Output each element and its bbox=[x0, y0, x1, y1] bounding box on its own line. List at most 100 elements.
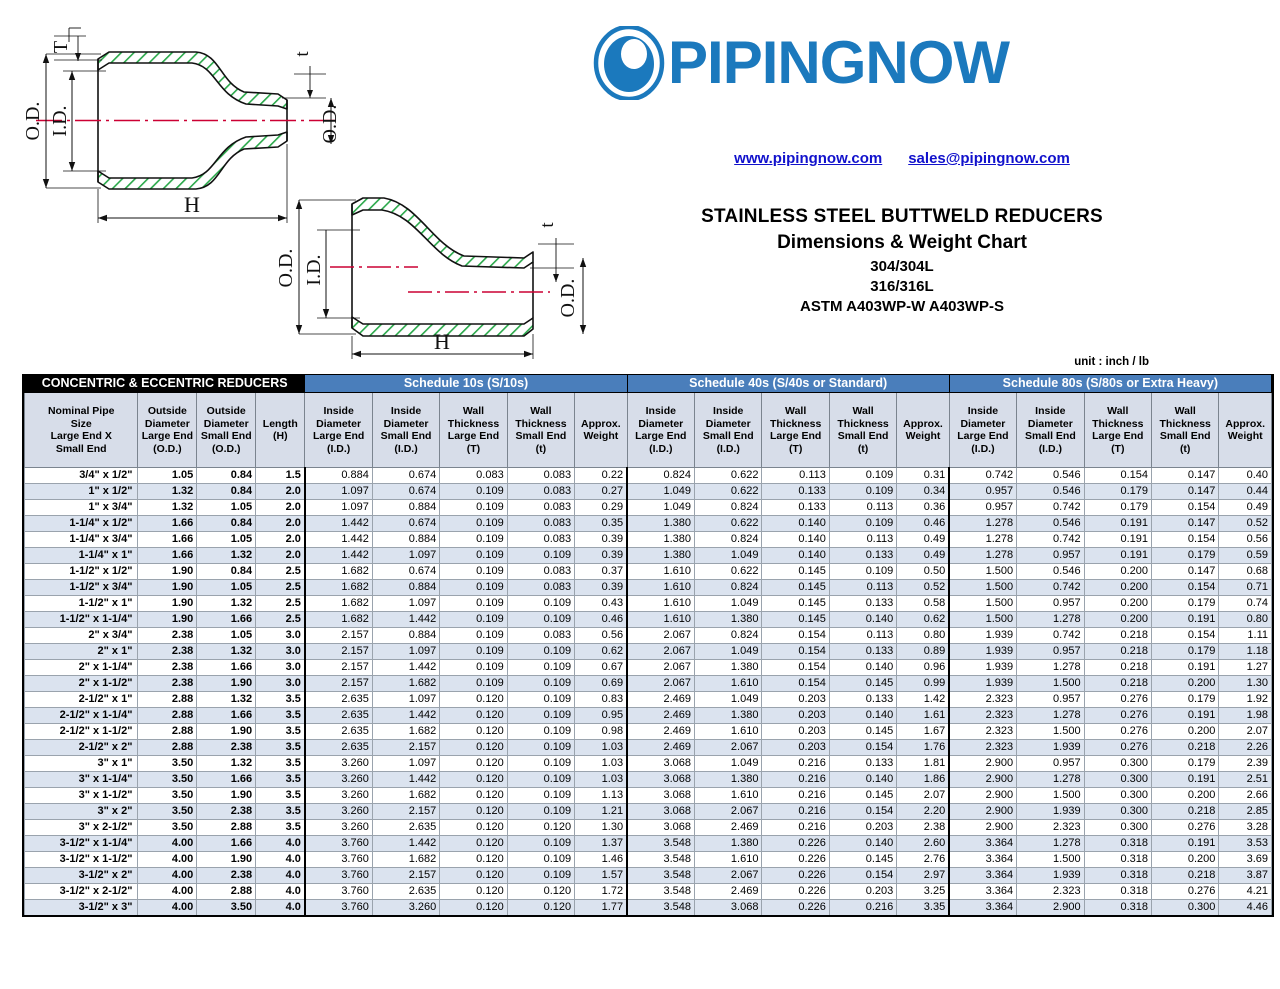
cell-r14-c6: 0.120 bbox=[439, 691, 508, 708]
cell-r17-c15: 1.939 bbox=[1016, 739, 1085, 756]
cell-r26-c5: 2.635 bbox=[371, 883, 441, 900]
cell-r7-c7: 0.083 bbox=[506, 579, 576, 596]
cell-r6-c15: 0.546 bbox=[1016, 563, 1085, 580]
cell-r10-c1: 2.38 bbox=[137, 627, 198, 644]
cell-r19-c2: 1.66 bbox=[196, 771, 257, 788]
cell-r6-c3: 2.5 bbox=[255, 563, 306, 580]
cell-r25-c8: 1.57 bbox=[574, 867, 629, 884]
cell-r21-c14: 2.900 bbox=[948, 803, 1018, 820]
cell-r21-c15: 1.939 bbox=[1016, 803, 1085, 820]
cell-r24-c14: 3.364 bbox=[948, 851, 1018, 868]
cell-r7-c14: 1.500 bbox=[948, 579, 1018, 596]
cell-r0-c6: 0.083 bbox=[439, 467, 508, 484]
cell-r25-c3: 4.0 bbox=[255, 867, 306, 884]
cell-r21-c10: 2.067 bbox=[694, 803, 763, 820]
column-header-17: Wall Thickness Small End (t) bbox=[1150, 392, 1220, 468]
cell-r24-c7: 0.109 bbox=[506, 851, 576, 868]
cell-r24-c15: 1.500 bbox=[1016, 851, 1085, 868]
cell-r19-c14: 2.900 bbox=[948, 771, 1018, 788]
cell-r5-c5: 1.097 bbox=[371, 547, 441, 564]
cell-r13-c15: 1.500 bbox=[1016, 675, 1085, 692]
cell-r8-c1: 1.90 bbox=[137, 595, 198, 612]
cell-r25-c1: 4.00 bbox=[137, 867, 198, 884]
cell-r6-c11: 0.145 bbox=[761, 563, 830, 580]
column-header-6: Wall Thickness Large End (T) bbox=[439, 392, 508, 468]
cell-r13-c3: 3.0 bbox=[255, 675, 306, 692]
cell-r26-c6: 0.120 bbox=[439, 883, 508, 900]
cell-r23-c10: 1.380 bbox=[694, 835, 763, 852]
cell-r1-c8: 0.27 bbox=[574, 483, 629, 500]
cell-r27-c11: 0.226 bbox=[761, 899, 830, 917]
cell-r4-c11: 0.140 bbox=[761, 531, 830, 548]
cell-r10-c9: 2.067 bbox=[626, 627, 696, 644]
cell-r20-c12: 0.145 bbox=[828, 787, 898, 804]
cell-r25-c5: 2.157 bbox=[371, 867, 441, 884]
cell-r18-c1: 3.50 bbox=[137, 755, 198, 772]
cell-r18-c2: 1.32 bbox=[196, 755, 257, 772]
cell-r20-c1: 3.50 bbox=[137, 787, 198, 804]
cell-r7-c16: 0.200 bbox=[1083, 579, 1152, 596]
email-link[interactable]: sales@pipingnow.com bbox=[908, 150, 1070, 167]
cell-r22-c9: 3.068 bbox=[626, 819, 696, 836]
cell-r18-c11: 0.216 bbox=[761, 755, 830, 772]
cell-r5-c18: 0.59 bbox=[1218, 547, 1272, 564]
cell-r16-c8: 0.98 bbox=[574, 723, 629, 740]
cell-r25-c13: 2.97 bbox=[896, 867, 951, 884]
cell-r17-c12: 0.154 bbox=[828, 739, 898, 756]
table-row: 3-1/2" x 1-1/2" 4.00 1.90 4.0 3.760 1.682 0.12… bbox=[23, 851, 1272, 868]
cell-r14-c1: 2.88 bbox=[137, 691, 198, 708]
cell-r27-c6: 0.120 bbox=[439, 899, 508, 917]
cell-r0-c12: 0.109 bbox=[828, 467, 898, 484]
cell-r4-c7: 0.083 bbox=[506, 531, 576, 548]
unit-note: unit : inch / lb bbox=[1074, 356, 1149, 368]
cell-r15-c15: 1.278 bbox=[1016, 707, 1085, 724]
cell-r17-c3: 3.5 bbox=[255, 739, 306, 756]
cell-r2-c8: 0.29 bbox=[574, 499, 629, 516]
cell-r7-c10: 0.824 bbox=[694, 579, 763, 596]
cell-r10-c3: 3.0 bbox=[255, 627, 306, 644]
cell-r5-c13: 0.49 bbox=[896, 547, 951, 564]
cell-r24-c10: 1.610 bbox=[694, 851, 763, 868]
cell-r20-c7: 0.109 bbox=[506, 787, 576, 804]
cell-r22-c10: 2.469 bbox=[694, 819, 763, 836]
cell-r27-c4: 3.760 bbox=[303, 899, 373, 917]
cell-r2-c17: 0.154 bbox=[1150, 499, 1220, 516]
cell-r26-c1: 4.00 bbox=[137, 883, 198, 900]
cell-r25-c18: 3.87 bbox=[1218, 867, 1272, 884]
cell-r4-c16: 0.191 bbox=[1083, 531, 1152, 548]
cell-r17-c8: 1.03 bbox=[574, 739, 629, 756]
cell-r16-c13: 1.67 bbox=[896, 723, 951, 740]
cell-r16-c18: 2.07 bbox=[1218, 723, 1272, 740]
cell-r9-c18: 0.80 bbox=[1218, 611, 1272, 628]
cell-r21-c0: 3" x 2" bbox=[23, 803, 139, 820]
cell-r23-c1: 4.00 bbox=[137, 835, 198, 852]
cell-r22-c17: 0.276 bbox=[1150, 819, 1220, 836]
cell-r21-c16: 0.300 bbox=[1083, 803, 1152, 820]
cell-r2-c4: 1.097 bbox=[303, 499, 373, 516]
cell-r19-c1: 3.50 bbox=[137, 771, 198, 788]
cell-r5-c11: 0.140 bbox=[761, 547, 830, 564]
cell-r19-c11: 0.216 bbox=[761, 771, 830, 788]
cell-r6-c9: 1.610 bbox=[626, 563, 696, 580]
cell-r2-c5: 0.884 bbox=[371, 499, 441, 516]
cell-r17-c13: 1.76 bbox=[896, 739, 951, 756]
cell-r27-c3: 4.0 bbox=[255, 899, 306, 917]
cell-r3-c5: 0.674 bbox=[371, 515, 441, 532]
cell-r23-c9: 3.548 bbox=[626, 835, 696, 852]
cell-r25-c6: 0.120 bbox=[439, 867, 508, 884]
cell-r4-c9: 1.380 bbox=[626, 531, 696, 548]
dimensions-table-wrapper: CONCENTRIC & ECCENTRIC REDUCERS Schedule … bbox=[22, 374, 1274, 917]
cell-r18-c8: 1.03 bbox=[574, 755, 629, 772]
cell-r20-c11: 0.216 bbox=[761, 787, 830, 804]
cell-r0-c7: 0.083 bbox=[506, 467, 576, 484]
cell-r4-c18: 0.56 bbox=[1218, 531, 1272, 548]
cell-r23-c18: 3.53 bbox=[1218, 835, 1272, 852]
cell-r11-c10: 1.049 bbox=[694, 643, 763, 660]
pipingnow-circle-logo-icon bbox=[592, 24, 666, 102]
column-header-18: Approx. Weight bbox=[1218, 392, 1272, 468]
website-link[interactable]: www.pipingnow.com bbox=[734, 150, 883, 167]
cell-r2-c6: 0.109 bbox=[439, 499, 508, 516]
cell-r19-c13: 1.86 bbox=[896, 771, 951, 788]
cell-r21-c5: 2.157 bbox=[371, 803, 441, 820]
cell-r18-c4: 3.260 bbox=[303, 755, 373, 772]
